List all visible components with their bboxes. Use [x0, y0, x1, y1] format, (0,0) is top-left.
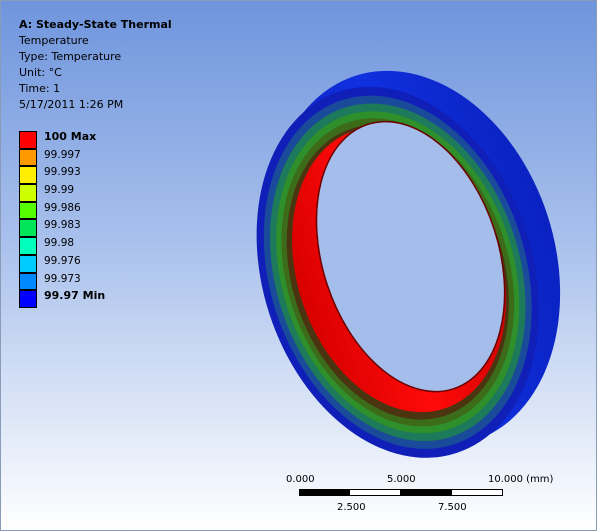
scale-segment-1: [299, 489, 350, 496]
legend-label: 99.99: [44, 184, 75, 197]
legend-label: 99.973: [44, 272, 81, 285]
scale-bar: 0.000 5.000 10.000 (mm) 2.500 7.500: [286, 474, 556, 524]
result-timestamp: 5/17/2011 1:26 PM: [19, 98, 124, 111]
scale-segment-2: [349, 489, 401, 496]
ring-back-edge: [315, 120, 506, 393]
legend-swatch: [19, 166, 37, 185]
scale-label-5: 5.000: [387, 474, 416, 485]
scale-segment-4: [451, 489, 503, 496]
result-info: A: Steady-State Thermal Temperature Type…: [19, 17, 172, 113]
result-name: Temperature: [19, 34, 89, 47]
legend-swatch: [19, 254, 37, 273]
scale-label-7-5: 7.500: [438, 502, 467, 513]
scale-label-10: 10.000 (mm): [488, 474, 554, 485]
result-time: Time: 1: [19, 82, 61, 95]
result-type: Type: Temperature: [19, 50, 122, 63]
legend-label: 99.976: [44, 254, 81, 267]
scale-label-2-5: 2.500: [337, 502, 366, 513]
legend-label: 99.997: [44, 148, 81, 161]
legend-label: 99.98: [44, 237, 75, 250]
legend-swatch: [19, 184, 37, 202]
analysis-title: A: Steady-State Thermal: [19, 18, 172, 31]
legend-label: 100 Max: [44, 130, 97, 143]
scale-label-0: 0.000: [286, 474, 315, 485]
legend-label: 99.983: [44, 219, 81, 232]
legend-label: 99.993: [44, 166, 81, 179]
legend-swatch: [19, 201, 37, 220]
legend-swatch: [19, 290, 37, 308]
legend-swatch: [19, 237, 37, 255]
legend-label: 99.986: [44, 201, 81, 214]
legend-swatch: [19, 131, 37, 149]
scale-segment-3: [400, 489, 452, 496]
result-unit: Unit: °C: [19, 66, 62, 79]
legend-swatch: [19, 219, 37, 238]
legend-swatch: [19, 148, 37, 167]
ring-hole: [316, 121, 505, 392]
legend-label: 99.97 Min: [44, 289, 106, 303]
legend-swatch: [19, 272, 37, 291]
